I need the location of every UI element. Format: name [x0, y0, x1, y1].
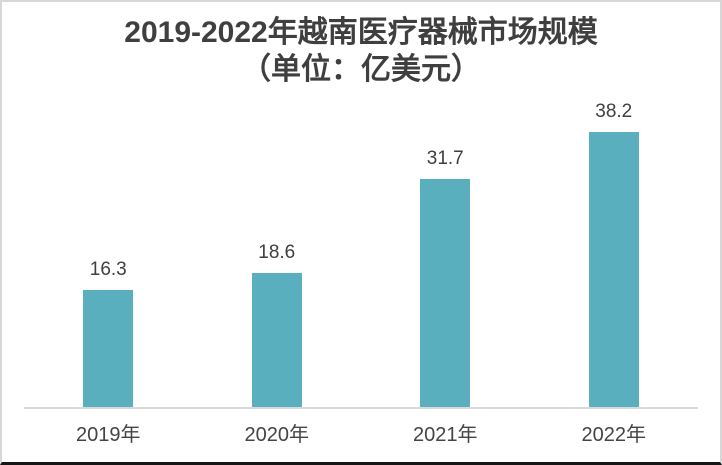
x-tick-label-2019年: 2019年: [76, 424, 141, 446]
bar-2019年: [83, 289, 134, 407]
bar-value-label: 38.2: [595, 101, 633, 123]
x-tick-label-2021年: 2021年: [413, 424, 478, 446]
chart-title: 2019-2022年越南医疗器械市场规模 （单位：亿美元）: [2, 14, 720, 88]
bar-value-label: 18.6: [258, 242, 296, 264]
chart-title-line1: 2019-2022年越南医疗器械市场规模: [124, 16, 598, 49]
bar-2020年: [251, 273, 302, 407]
plot-area: 16.3 18.6 31.7 38.2: [24, 101, 698, 409]
chart-title-line2: （单位：亿美元）: [241, 53, 481, 86]
bar-2022年: [588, 132, 639, 407]
bar-2021年: [420, 179, 471, 407]
x-axis: 2019年 2020年 2021年 2022年: [24, 423, 698, 449]
bar-value-label: 16.3: [89, 258, 127, 280]
bar-value-label: 31.7: [426, 148, 464, 170]
x-tick-label-2020年: 2020年: [244, 424, 310, 446]
x-tick-label-2022年: 2022年: [581, 424, 647, 446]
